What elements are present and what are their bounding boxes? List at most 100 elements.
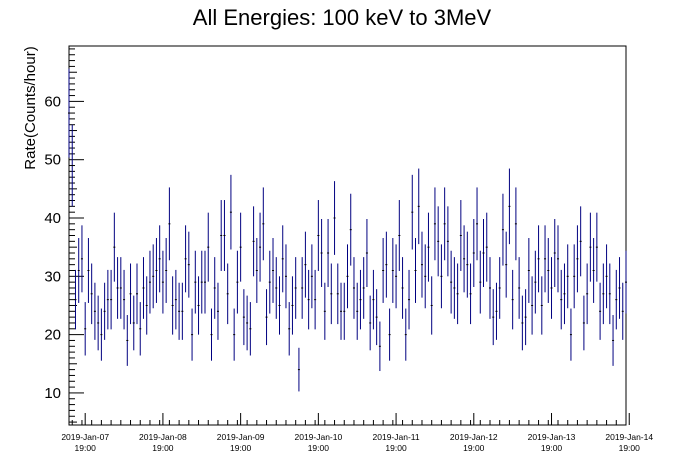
- data-point: [433, 187, 436, 261]
- data-point: [320, 218, 323, 287]
- data-point: [123, 269, 126, 330]
- data-point: [184, 225, 187, 293]
- data-point: [284, 244, 287, 309]
- data-point: [333, 181, 336, 255]
- x-tick-time-label: 19:00: [463, 443, 485, 453]
- data-point: [207, 212, 210, 282]
- data-point: [417, 168, 420, 245]
- data-point: [136, 263, 139, 325]
- data-point: [220, 200, 223, 271]
- y-tick-label: 10: [44, 385, 61, 402]
- data-point: [547, 238, 550, 303]
- x-tick-time-label: 19:00: [541, 443, 563, 453]
- data-point: [501, 193, 504, 266]
- data-point: [216, 282, 219, 340]
- data-point: [275, 257, 278, 319]
- data-point: [310, 244, 313, 309]
- data-point: [385, 231, 388, 298]
- data-point: [566, 244, 569, 309]
- data-point: [476, 187, 479, 261]
- data-point: [288, 302, 291, 356]
- data-point: [272, 238, 275, 303]
- data-point: [242, 289, 245, 346]
- data-point: [93, 282, 96, 340]
- data-point: [187, 231, 190, 298]
- data-point: [582, 295, 585, 351]
- data-point: [625, 250, 627, 314]
- data-point: [346, 244, 349, 309]
- data-point: [171, 276, 174, 335]
- data-point: [359, 269, 362, 330]
- chart-title: All Energies: 100 keV to 3MeV: [193, 5, 492, 30]
- data-point: [165, 238, 168, 303]
- x-tick-time-label: 19:00: [152, 443, 174, 453]
- x-tick-date-label: 2019-Jan-13: [528, 432, 576, 442]
- data-point: [349, 193, 352, 266]
- data-point: [372, 269, 375, 330]
- data-point: [246, 295, 249, 351]
- plot-frame: [68, 45, 627, 426]
- data-point: [71, 124, 74, 207]
- data-point: [210, 308, 213, 361]
- data-point: [236, 250, 239, 314]
- x-tick-time-label: 19:00: [619, 443, 641, 453]
- data-point: [508, 168, 511, 245]
- data-point: [401, 257, 404, 319]
- x-tick-time-label: 19:00: [385, 443, 407, 453]
- data-point: [161, 250, 164, 314]
- data-point: [618, 257, 621, 319]
- x-tick-date-label: 2019-Jan-09: [217, 432, 265, 442]
- data-point: [213, 257, 216, 319]
- data-point: [608, 263, 611, 325]
- data-point: [534, 250, 537, 314]
- data-point: [259, 212, 262, 282]
- data-point: [132, 295, 135, 351]
- data-point: [375, 289, 378, 346]
- data-point: [340, 282, 343, 340]
- data-point: [106, 269, 109, 330]
- data-point: [204, 250, 207, 314]
- data-point: [158, 225, 161, 293]
- data-point: [404, 308, 407, 361]
- data-point: [395, 244, 398, 309]
- data-point: [174, 269, 177, 330]
- data-point: [553, 218, 556, 287]
- data-point: [255, 238, 258, 303]
- data-point: [223, 200, 226, 271]
- data-point: [414, 238, 417, 303]
- data-point: [527, 238, 530, 303]
- x-tick-time-label: 19:00: [308, 443, 330, 453]
- data-point: [466, 231, 469, 298]
- data-point: [249, 302, 252, 356]
- data-point: [155, 238, 158, 303]
- data-point: [621, 282, 624, 340]
- data-point: [87, 238, 90, 303]
- data-point: [229, 174, 232, 250]
- data-point: [602, 263, 605, 325]
- data-point: [168, 187, 171, 261]
- data-point: [556, 225, 559, 293]
- data-point: [100, 308, 103, 361]
- data-point: [563, 263, 566, 325]
- data-point: [152, 244, 155, 309]
- y-axis: 10 20 30 40 50 60: [44, 48, 84, 423]
- data-point: [129, 263, 132, 325]
- data-point: [239, 212, 242, 282]
- data-point: [356, 282, 359, 340]
- data-point: [472, 218, 475, 287]
- data-point: [113, 212, 116, 282]
- data-point: [265, 289, 268, 346]
- data-point: [314, 269, 317, 330]
- y-tick-label: 50: [44, 152, 61, 169]
- data-point: [327, 218, 330, 287]
- data-point: [599, 282, 602, 340]
- y-axis-label: Rate(Counts/hour): [22, 46, 39, 169]
- data-point: [181, 282, 184, 340]
- data-point: [116, 257, 119, 319]
- x-tick-time-label: 19:00: [230, 443, 252, 453]
- data-point: [488, 257, 491, 319]
- data-point: [362, 257, 365, 319]
- data-point: [498, 257, 501, 319]
- x-tick-date-label: 2019-Jan-08: [139, 432, 187, 442]
